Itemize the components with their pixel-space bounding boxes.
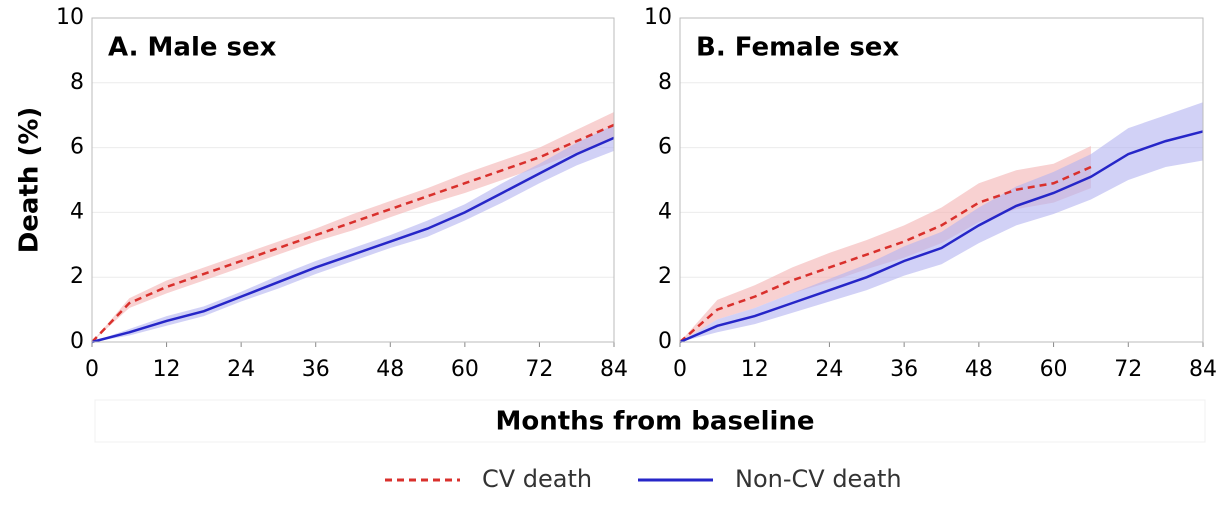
x-tick-label: 84	[600, 357, 628, 382]
y-tick-label: 4	[70, 199, 84, 224]
plot-frame	[91, 17, 615, 343]
x-tick-label: 48	[376, 357, 404, 382]
x-tick-label: 84	[1189, 357, 1217, 382]
y-tick-label: 2	[658, 264, 672, 289]
x-axis-label: Months from baseline	[495, 407, 814, 437]
x-tick-label: 60	[451, 357, 479, 382]
panel-title: A. Male sex	[108, 33, 277, 63]
confidence-band	[680, 145, 1091, 342]
x-tick-label: 72	[525, 357, 553, 382]
x-tick-label: 0	[673, 357, 687, 382]
x-tick-label: 36	[302, 357, 330, 382]
y-tick-label: 6	[658, 135, 672, 160]
line	[91, 136, 615, 344]
line	[91, 123, 615, 343]
legend-label: CV death	[482, 465, 592, 493]
y-tick-label: 2	[70, 264, 84, 289]
line	[679, 130, 1204, 344]
x-tick-label: 36	[890, 357, 918, 382]
y-tick-label: 0	[70, 329, 84, 354]
x-tick-label: 24	[227, 357, 255, 382]
confidence-band	[680, 102, 1203, 343]
x-tick-label: 60	[1040, 357, 1068, 382]
plot-frame	[679, 17, 1204, 343]
x-tick-label: 0	[85, 357, 99, 382]
x-tick-label: 12	[741, 357, 769, 382]
panel-title: B. Female sex	[696, 33, 899, 63]
y-tick-label: 10	[644, 5, 672, 30]
y-tick-label: 4	[658, 199, 672, 224]
x-tick-label: 48	[965, 357, 993, 382]
x-label-box	[94, 399, 1206, 443]
y-tick-label: 0	[658, 329, 672, 354]
y-tick-label: 8	[658, 70, 672, 95]
x-tick-label: 72	[1114, 357, 1142, 382]
y-tick-label: 6	[70, 135, 84, 160]
y-tick-label: 10	[56, 5, 84, 30]
legend-label: Non-CV death	[735, 465, 902, 493]
x-tick-label: 12	[153, 357, 181, 382]
line	[679, 165, 1092, 343]
y-tick-label: 8	[70, 70, 84, 95]
confidence-band	[92, 111, 614, 343]
x-tick-label: 24	[815, 357, 843, 382]
y-axis-label: Death (%)	[15, 107, 45, 254]
